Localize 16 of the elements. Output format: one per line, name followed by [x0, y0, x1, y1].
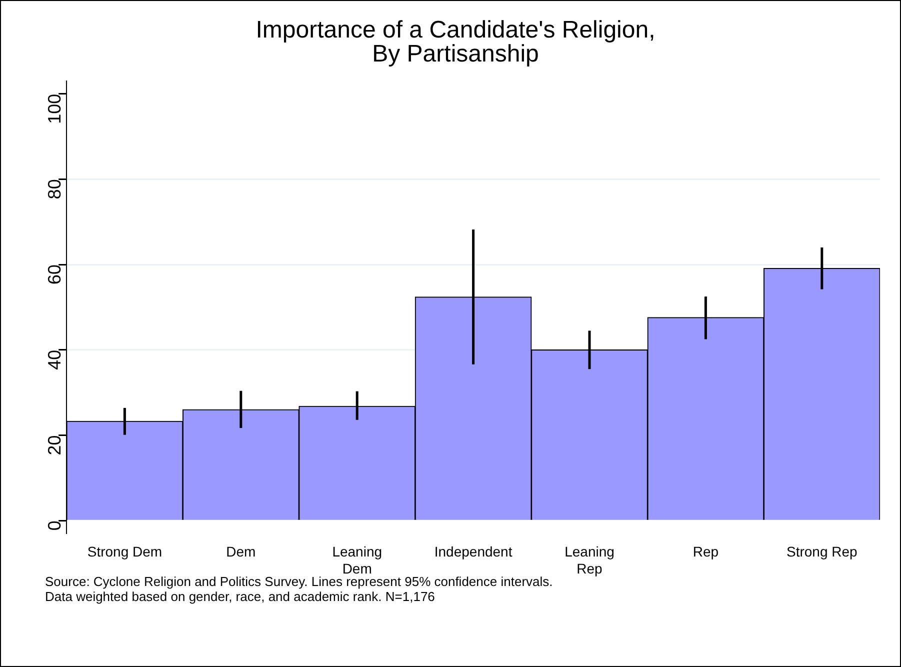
- x-tick-label: Leaning Rep: [564, 544, 614, 576]
- x-tick-label: Independent: [434, 544, 512, 560]
- y-tick-label: 0: [44, 520, 65, 531]
- x-tick-label: Leaning Dem: [332, 544, 382, 576]
- x-tick-label: Rep: [692, 544, 719, 560]
- x-tick-label: Strong Dem: [87, 544, 162, 560]
- y-tick-label: 100: [44, 94, 65, 124]
- chart-title: Importance of a Candidate's Religion, By Partisanship: [256, 16, 656, 68]
- x-tick-label: Strong Rep: [786, 544, 858, 560]
- source-note: Source: Cyclone Religion and Politics Survey. Lines represent 95% confidence intervals.: [45, 574, 553, 589]
- y-tick-label: 80: [44, 179, 65, 200]
- y-tick-label: 40: [44, 350, 65, 370]
- y-tick-label: 60: [44, 264, 65, 285]
- x-tick-label: Dem: [226, 544, 256, 560]
- text: Data weighted based on gender, race, and academic rank. N=1,176: [45, 589, 435, 604]
- y-tick-label: 20: [44, 435, 65, 456]
